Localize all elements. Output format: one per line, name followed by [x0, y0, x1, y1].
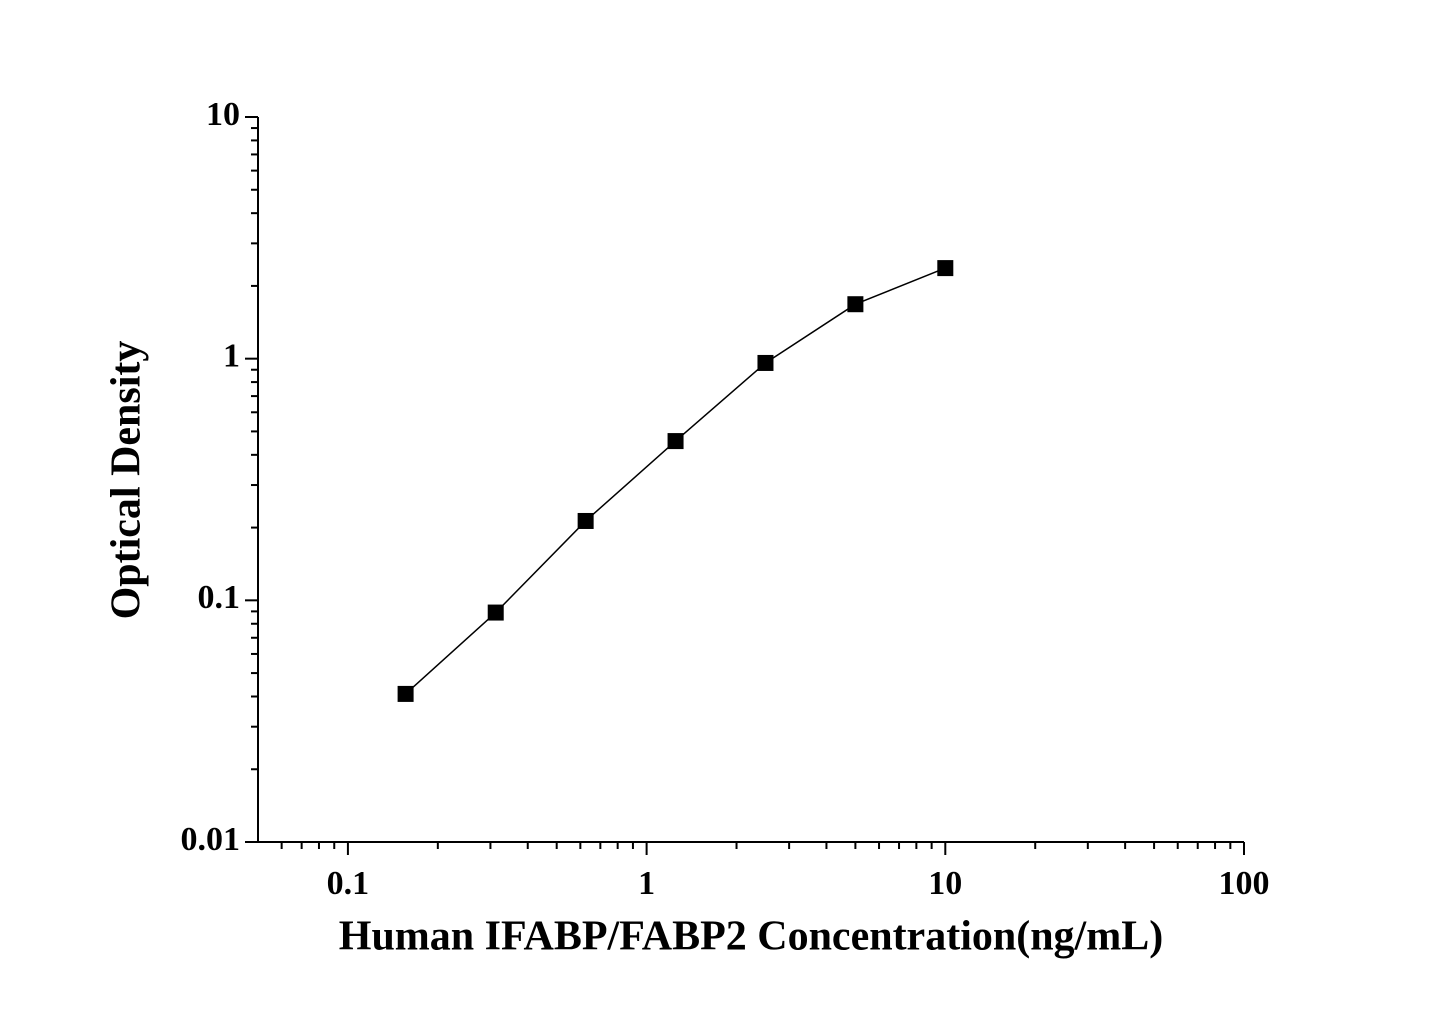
y-axis-title: Optical Density — [104, 341, 150, 620]
x-tick-label: 100 — [1219, 865, 1270, 902]
y-tick-label: 0.01 — [181, 821, 241, 858]
data-point — [757, 354, 774, 371]
y-tick-label: 0.1 — [198, 579, 241, 616]
x-tick-label: 1 — [638, 865, 655, 902]
x-axis-title: Human IFABP/FABP2 Concentration(ng/mL) — [339, 914, 1163, 960]
data-point — [667, 433, 684, 450]
y-tick-label: 1 — [223, 337, 240, 374]
data-point — [937, 260, 954, 277]
data-point — [487, 604, 504, 621]
x-tick-label: 10 — [928, 865, 962, 902]
x-tick-label: 0.1 — [327, 865, 370, 902]
data-point — [397, 685, 414, 702]
data-line — [405, 267, 946, 695]
data-point — [847, 296, 864, 313]
data-point — [577, 512, 594, 529]
y-tick-label: 10 — [206, 96, 240, 133]
